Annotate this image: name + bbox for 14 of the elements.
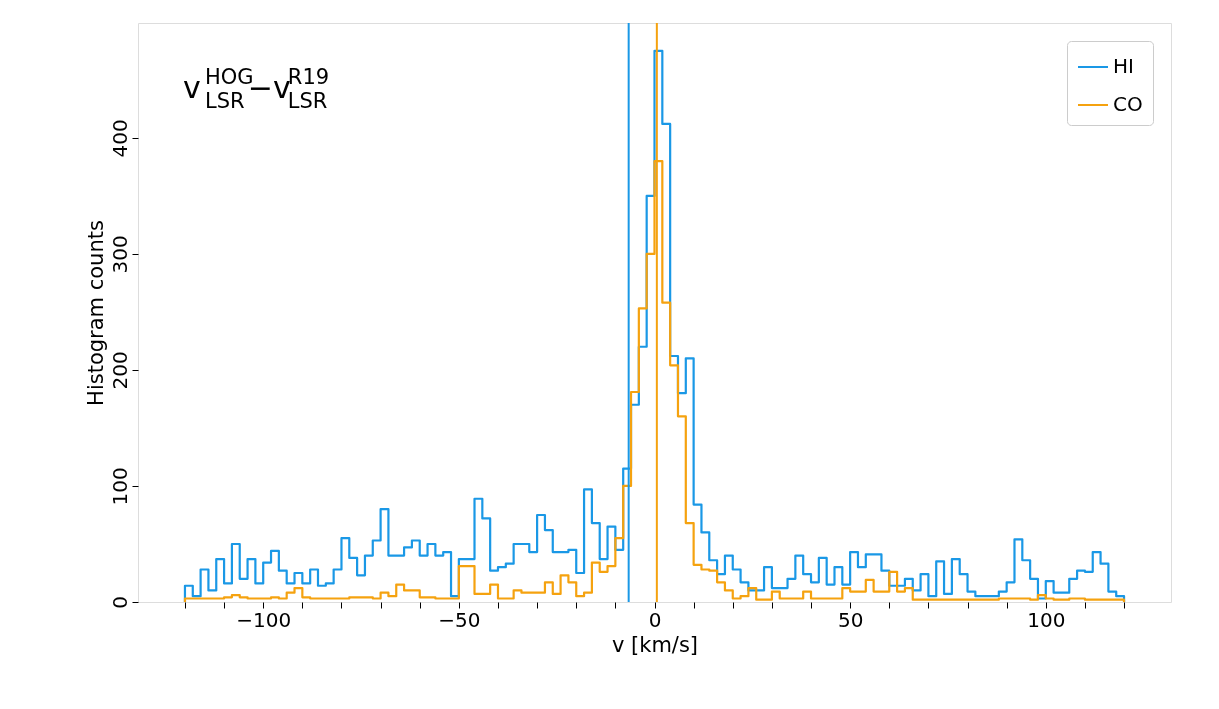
y-tick-label: 100	[107, 467, 132, 506]
x-tick-label: −50	[438, 607, 481, 632]
x-axis-title: v [km/s]	[611, 632, 699, 657]
x-tick-label: 0	[648, 607, 662, 632]
legend-label: CO	[1113, 92, 1143, 116]
y-tick-label: 400	[107, 119, 132, 158]
legend-label: HI	[1113, 54, 1134, 78]
y-axis-title: Histogram counts	[83, 220, 108, 406]
y-tick-label: 300	[107, 235, 132, 274]
y-tick-label: 200	[107, 351, 132, 390]
x-tick-label: −100	[236, 607, 292, 632]
x-tick-label: 100	[1027, 607, 1066, 632]
y-tick-label: 0	[107, 596, 132, 609]
x-tick-label: 50	[837, 607, 864, 632]
